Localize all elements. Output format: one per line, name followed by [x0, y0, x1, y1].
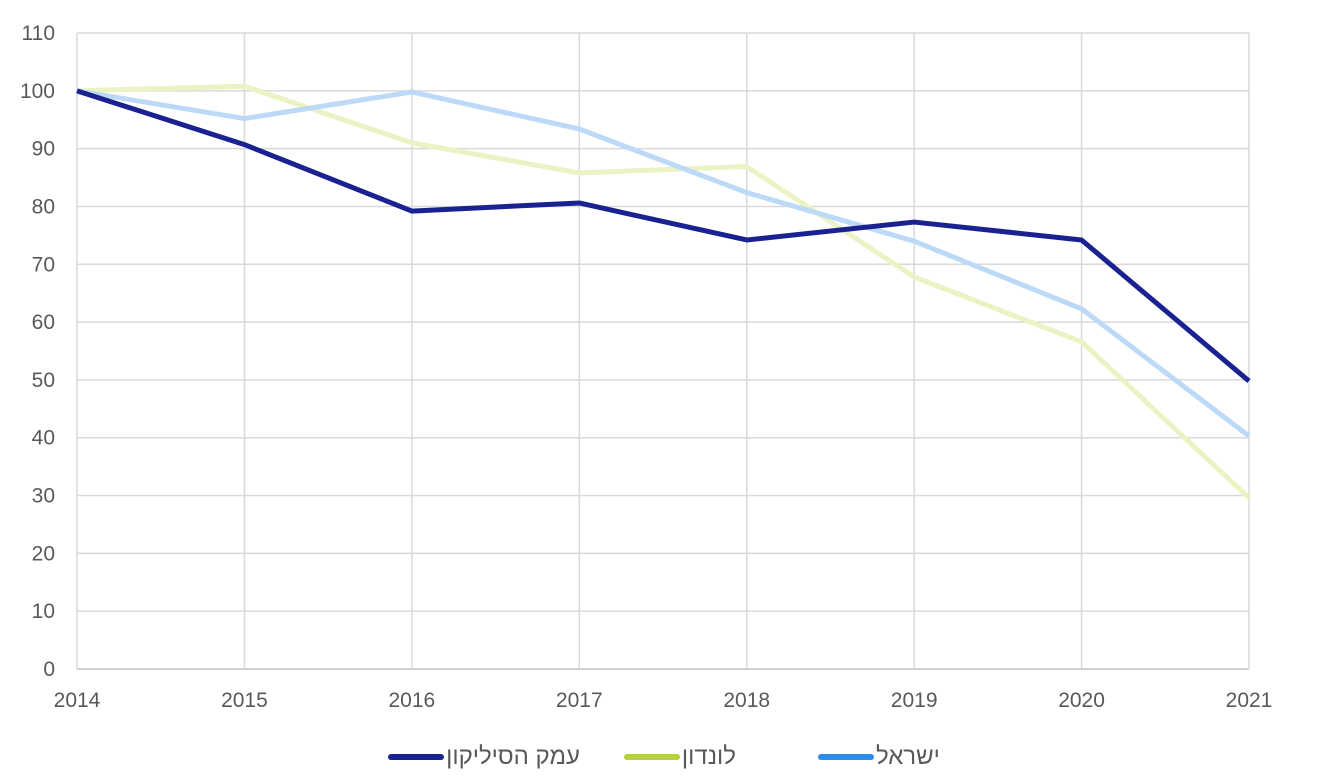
y-tick-label: 60: [32, 311, 55, 334]
legend-item-london: לונדון: [623, 743, 736, 771]
y-tick-label: 50: [32, 369, 55, 392]
grid: [76, 32, 1250, 670]
y-tick-label: 40: [32, 427, 55, 450]
x-tick-label: 2017: [556, 689, 603, 712]
legend-label: לונדון: [681, 743, 736, 770]
x-tick-label: 2016: [388, 689, 435, 712]
y-axis-ticks: 0 10 20 30 40 50 60 70 80 90 100 110: [20, 22, 55, 681]
legend-swatch: [388, 754, 445, 760]
legend-swatch: [817, 754, 874, 760]
x-tick-label: 2014: [54, 689, 101, 712]
y-tick-label: 70: [32, 253, 55, 276]
y-tick-label: 90: [32, 138, 55, 161]
x-tick-label: 2019: [891, 689, 938, 712]
series-line-2: [76, 88, 1251, 438]
legend-item-silicon-valley: עמק הסיליקון: [388, 743, 580, 771]
x-tick-label: 2015: [221, 689, 268, 712]
x-axis-ticks: 2014 2015 2016 2017 2018 2019 2020 2021: [54, 689, 1273, 712]
y-tick-label: 20: [32, 542, 55, 565]
series-line-0: [76, 88, 1251, 383]
y-tick-label: 0: [43, 658, 55, 681]
legend: עמק הסיליקון לונדון ישראל: [0, 743, 1328, 771]
x-tick-label: 2018: [723, 689, 770, 712]
legend-swatch: [623, 754, 680, 760]
legend-label: ישראל: [875, 743, 940, 770]
y-tick-label: 10: [32, 600, 55, 623]
legend-item-israel: ישראל: [817, 743, 940, 771]
y-tick-label: 110: [22, 22, 55, 45]
legend-label: עמק הסיליקון: [446, 743, 580, 770]
series-line-1: [76, 83, 1251, 500]
series-lines: [76, 83, 1251, 500]
x-tick-label: 2020: [1058, 689, 1105, 712]
y-tick-label: 100: [20, 80, 55, 103]
x-tick-label: 2021: [1226, 689, 1273, 712]
y-tick-label: 30: [32, 485, 55, 508]
y-tick-label: 80: [32, 195, 55, 218]
